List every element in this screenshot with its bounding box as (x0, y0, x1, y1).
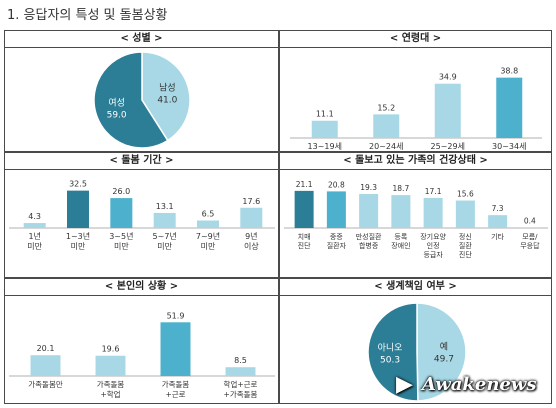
pie-slice-value: 41.0 (157, 96, 177, 106)
bar (23, 223, 46, 228)
bar (240, 207, 263, 228)
bar (423, 197, 443, 228)
category-label: 3~5년 미만 (109, 231, 133, 251)
pie-slice-label: 아니오 (378, 342, 403, 353)
bar-value-label: 34.9 (439, 73, 457, 82)
bar (496, 77, 523, 138)
bar-value-label: 11.1 (316, 110, 334, 119)
watermark-arrow-icon: ▶ (396, 372, 413, 397)
bar-value-label: 19.6 (102, 345, 120, 354)
category-label: 만성질환 합병증 (356, 232, 382, 250)
category-label: 20~24세 (369, 142, 403, 151)
category-label: 7~9년 미만 (196, 231, 220, 251)
category-label: 9년 이상 (244, 231, 259, 251)
bar (30, 355, 61, 376)
bar (326, 191, 346, 228)
panel-family-health: < 돌보고 있는 가족의 건강상태 > 21.1 치매 진단 20.8 중증 질환자 19.… (279, 152, 552, 278)
pie-slice-label: 남성 (159, 83, 176, 94)
category-label: 가족돌봄 +근로 (162, 380, 190, 399)
pie-slice-value: 59.0 (107, 110, 127, 120)
gender-chart-title: < 성별 > (5, 31, 278, 48)
category-label: 1~3년 미만 (66, 231, 90, 251)
category-label: 장기요양 인정 등급자 (420, 232, 446, 259)
bar (434, 83, 461, 138)
watermark-text: Awakenews (422, 374, 537, 395)
bar-value-label: 26.0 (112, 187, 130, 196)
family-health-bar-chart: 21.1 치매 진단 20.8 중증 질환자 19.3 만성질환 합병증 18.7 등록 장애인 17.… (284, 180, 548, 259)
category-label: 가족돌봄만 (28, 380, 63, 389)
pie-slice-label: 여성 (108, 96, 125, 108)
pie-slice (416, 302, 467, 402)
bar-value-label: 6.5 (202, 210, 215, 219)
panel-care-period: < 돌봄 기간 > 4.3 1년 미만 32.5 1~3년 미만 26.0 3~5년 미만 13.… (4, 152, 279, 278)
family-health-chart-title: < 돌보고 있는 가족의 건강상태 > (280, 153, 551, 170)
category-label: 등록 장애인 (391, 233, 410, 250)
age-chart-title: < 연령대 > (280, 31, 551, 48)
care-period-bar-chart: 4.3 1년 미만 32.5 1~3년 미만 26.0 3~5년 미만 13.1 5~7년 미만 6.5… (9, 180, 275, 251)
bar (95, 355, 126, 376)
bar-value-label: 15.2 (377, 103, 395, 112)
bar (197, 220, 219, 228)
livelihood-pie-chart: 예 49.7 아니오 50.3 (367, 302, 467, 402)
bar-value-label: 19.3 (360, 183, 377, 192)
bar (455, 200, 475, 228)
status-chart-title: < 본인의 상황 > (5, 279, 278, 296)
bar (311, 120, 338, 138)
bar (67, 190, 89, 228)
category-label: 정신 질환 진단 (459, 232, 472, 259)
category-label: 모름/무응답 (520, 233, 540, 250)
bar (153, 212, 176, 228)
bar (391, 195, 411, 228)
bar-value-label: 7.3 (492, 204, 504, 213)
category-label: 1년 미만 (27, 231, 42, 251)
bar-value-label: 17.6 (242, 197, 260, 206)
bar (294, 190, 314, 228)
bar (373, 114, 400, 138)
category-label: 13~19세 (308, 142, 342, 151)
bar (488, 215, 508, 228)
panel-gender: < 성별 > 남성 41.0 여성 59.0 (4, 30, 279, 152)
bar-value-label: 8.5 (234, 356, 247, 365)
category-label: 중증 질환자 (327, 233, 347, 250)
pie-slice-value: 49.7 (434, 355, 454, 365)
bar (225, 367, 256, 376)
bar-value-label: 20.1 (37, 344, 55, 353)
bar (520, 227, 540, 228)
bar-value-label: 15.6 (457, 190, 474, 199)
bar-value-label: 4.3 (28, 212, 41, 221)
age-bar-chart: 11.1 13~19세 15.2 20~24세 34.9 25~29세 38.8 30~34세 (290, 67, 542, 151)
panel-livelihood: < 생계책임 여부 > 예 49.7 아니오 50.3 (279, 278, 552, 404)
status-bar-chart: 20.1 가족돌봄만 19.6 가족돌봄 +학업 51.9 가족돌봄 +근로 8.5 학업+근로 +… (9, 311, 275, 399)
gender-pie-chart: 남성 41.0 여성 59.0 (93, 51, 191, 149)
panel-age: < 연령대 > 11.1 13~19세 15.2 20~24세 34.9 25~29세 38… (279, 30, 552, 152)
category-label: 30~34세 (492, 142, 526, 151)
care-period-chart-title: < 돌봄 기간 > (5, 153, 278, 170)
pie-slice (93, 51, 169, 149)
bar (110, 198, 133, 228)
pie-slice-value: 50.3 (380, 355, 400, 365)
bar-value-label: 21.1 (296, 180, 313, 189)
category-label: 학업+근로 +가족돌봄 (224, 379, 258, 399)
bar-value-label: 51.9 (167, 311, 185, 320)
category-label: 치매 진단 (298, 232, 311, 250)
page-title: 1. 응답자의 특성 및 돌봄상황 (7, 8, 168, 23)
category-label: 25~29세 (431, 142, 465, 151)
bar-value-label: 0.4 (524, 216, 536, 225)
bar (160, 322, 191, 376)
bar-value-label: 38.8 (500, 67, 518, 76)
pie-slice (367, 302, 419, 402)
bar-value-label: 13.1 (156, 202, 174, 211)
watermark-logo: ▶ Awakenews (396, 368, 546, 402)
bar-value-label: 20.8 (328, 180, 345, 189)
category-label: 가족돌봄 +학업 (97, 380, 125, 399)
category-label: 5~7년 미만 (153, 231, 177, 251)
livelihood-chart-title: < 생계책임 여부 > (280, 279, 551, 296)
panel-status: < 본인의 상황 > 20.1 가족돌봄만 19.6 가족돌봄 +학업 51.9 가족돌봄 +… (4, 278, 279, 404)
bar-value-label: 17.1 (425, 187, 442, 196)
pie-slice-label: 예 (440, 342, 448, 353)
category-label: 기타 (491, 232, 504, 241)
bar-value-label: 18.7 (393, 184, 410, 193)
bar-value-label: 32.5 (69, 180, 87, 189)
bar (359, 194, 379, 228)
